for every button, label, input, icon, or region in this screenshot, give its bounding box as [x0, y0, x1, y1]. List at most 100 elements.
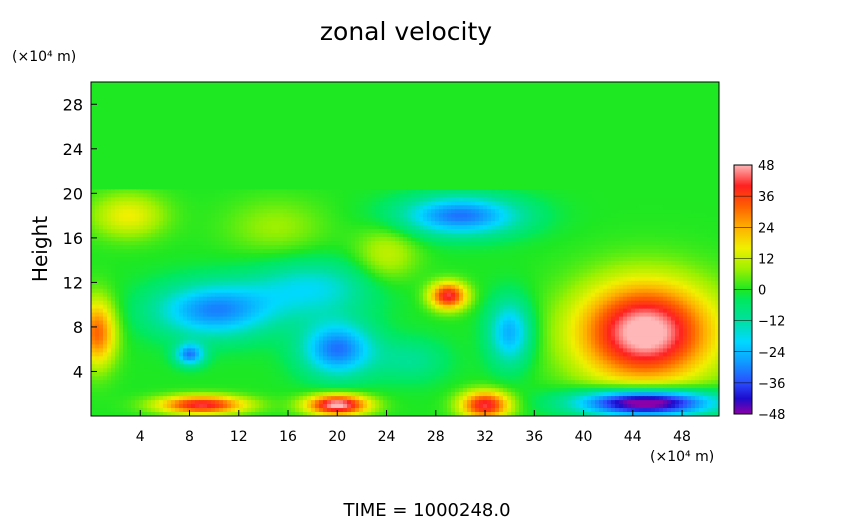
heatmap-cell [287, 197, 292, 202]
heatmap-cell [675, 149, 680, 155]
heatmap-cell [643, 193, 648, 198]
heatmap-cell [495, 157, 500, 163]
heatmap-cell [703, 97, 708, 103]
heatmap-cell [711, 193, 716, 198]
heatmap-cell [695, 173, 700, 179]
heatmap-cell [315, 82, 320, 87]
heatmap-cell [299, 105, 304, 111]
heatmap-cell [707, 93, 712, 99]
heatmap-cell [535, 105, 540, 111]
heatmap-cell [275, 89, 280, 95]
heatmap-cell [503, 113, 508, 119]
heatmap-cell [231, 153, 236, 159]
heatmap-cell [355, 125, 360, 131]
heatmap-cell [135, 181, 140, 186]
heatmap-cell [251, 97, 256, 103]
heatmap-cell [567, 125, 572, 131]
heatmap-cell [159, 105, 164, 111]
heatmap-cell [547, 129, 552, 135]
heatmap-cell [619, 129, 624, 135]
chart-title: zonal velocity [320, 17, 492, 46]
heatmap-cell [499, 137, 504, 143]
heatmap-cell [131, 169, 136, 175]
heatmap-cell [191, 117, 196, 123]
heatmap-cell [219, 169, 224, 175]
heatmap-cell [335, 105, 340, 111]
heatmap-cell [215, 117, 220, 123]
heatmap-cell [283, 101, 288, 107]
heatmap-cell [255, 85, 260, 91]
heatmap-cell [491, 105, 496, 111]
heatmap-cell [467, 141, 472, 147]
heatmap-cell [171, 181, 176, 186]
heatmap-cell [271, 157, 276, 163]
heatmap-cell [575, 165, 580, 171]
heatmap-cell [175, 141, 180, 147]
heatmap-cell [487, 117, 492, 123]
heatmap-cell [331, 101, 336, 107]
heatmap-cell [383, 89, 388, 95]
heatmap-cell [391, 161, 396, 167]
heatmap-cell [471, 133, 476, 139]
heatmap-cell [331, 129, 336, 135]
heatmap-cell [307, 137, 312, 143]
heatmap-cell [251, 89, 256, 95]
heatmap-cell [459, 137, 464, 143]
heatmap-cell [567, 149, 572, 155]
heatmap-cell [151, 153, 156, 159]
heatmap-cell [363, 109, 368, 115]
heatmap-cell [339, 177, 344, 183]
heatmap-cell [547, 117, 552, 123]
heatmap-cell [311, 193, 316, 198]
heatmap-cell [343, 113, 348, 119]
heatmap-cell [639, 197, 644, 202]
heatmap-cell [359, 125, 364, 131]
heatmap-cell [179, 109, 184, 115]
heatmap-cell [715, 113, 719, 119]
heatmap-cell [591, 153, 596, 159]
heatmap-cell [427, 113, 432, 119]
heatmap-cell [275, 157, 280, 163]
heatmap-cell [563, 165, 568, 171]
heatmap-cell [223, 125, 228, 131]
heatmap-cell [163, 101, 168, 107]
heatmap-cell [407, 185, 412, 190]
heatmap-cell [379, 153, 384, 159]
heatmap-cell [227, 169, 232, 175]
heatmap-cell [443, 141, 448, 147]
heatmap-cell [323, 105, 328, 111]
heatmap-cell [315, 101, 320, 107]
heatmap-cell [491, 205, 496, 210]
heatmap-cell [151, 185, 156, 190]
heatmap-cell [231, 177, 236, 183]
heatmap-cell [335, 101, 340, 107]
heatmap-cell [675, 117, 680, 123]
heatmap-cell [595, 82, 600, 87]
heatmap-cell [543, 189, 548, 194]
heatmap-cell [571, 97, 576, 103]
heatmap-cell [479, 189, 484, 194]
heatmap-cell [655, 89, 660, 95]
heatmap-cell [515, 193, 520, 198]
heatmap-cell [139, 85, 144, 91]
heatmap-cell [227, 121, 232, 127]
heatmap-cell [163, 173, 168, 179]
heatmap-cell [611, 149, 616, 155]
heatmap-cell [479, 153, 484, 159]
heatmap-cell [171, 133, 176, 139]
heatmap-cell [471, 173, 476, 179]
heatmap-cell [531, 185, 536, 190]
heatmap-cell [347, 125, 352, 131]
heatmap-cell [295, 89, 300, 95]
heatmap-cell [291, 97, 296, 103]
heatmap-cell [211, 153, 216, 159]
heatmap-cell [227, 185, 232, 190]
heatmap-cell [507, 161, 512, 167]
heatmap-cell [423, 173, 428, 179]
heatmap-cell [319, 101, 324, 107]
heatmap-cell [515, 85, 520, 91]
heatmap-cell [327, 173, 332, 179]
heatmap-cell [159, 109, 164, 115]
heatmap-cell [403, 141, 408, 147]
heatmap-cell [163, 105, 168, 111]
